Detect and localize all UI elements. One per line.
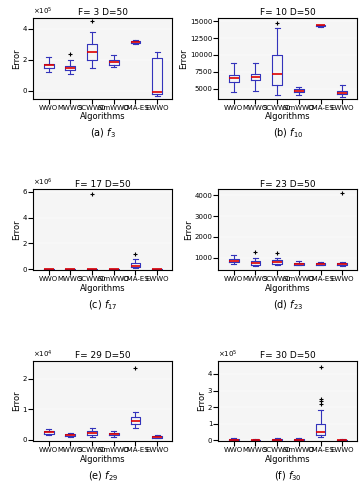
- Y-axis label: Error: Error: [184, 220, 193, 240]
- X-axis label: Algorithms: Algorithms: [265, 455, 311, 464]
- X-axis label: Algorithms: Algorithms: [80, 455, 126, 464]
- Text: (e) $f_{29}$: (e) $f_{29}$: [88, 470, 118, 483]
- Text: (a) $f_{3}$: (a) $f_{3}$: [90, 127, 116, 140]
- X-axis label: Algorithms: Algorithms: [265, 284, 311, 292]
- Text: (b) $f_{10}$: (b) $f_{10}$: [273, 127, 303, 140]
- Text: $\times10^{4}$: $\times10^{4}$: [33, 348, 53, 360]
- Title: F= 30 D=50: F= 30 D=50: [260, 351, 316, 360]
- Text: $\times10^{6}$: $\times10^{6}$: [33, 177, 53, 188]
- Title: F= 23 D=50: F= 23 D=50: [260, 180, 316, 188]
- Title: F= 10 D=50: F= 10 D=50: [260, 8, 316, 17]
- X-axis label: Algorithms: Algorithms: [80, 112, 126, 122]
- Title: F= 29 D=50: F= 29 D=50: [75, 351, 131, 360]
- Text: $\times10^{5}$: $\times10^{5}$: [219, 348, 238, 360]
- Y-axis label: Error: Error: [12, 390, 21, 411]
- Text: $\times10^{5}$: $\times10^{5}$: [33, 6, 53, 17]
- Y-axis label: Error: Error: [12, 48, 21, 68]
- X-axis label: Algorithms: Algorithms: [80, 284, 126, 292]
- X-axis label: Algorithms: Algorithms: [265, 112, 311, 122]
- Title: F= 17 D=50: F= 17 D=50: [75, 180, 131, 188]
- Text: (f) $f_{30}$: (f) $f_{30}$: [274, 470, 302, 483]
- Y-axis label: Error: Error: [197, 390, 206, 411]
- Text: (c) $f_{17}$: (c) $f_{17}$: [88, 298, 118, 312]
- Text: (d) $f_{23}$: (d) $f_{23}$: [273, 298, 303, 312]
- Title: F= 3 D=50: F= 3 D=50: [78, 8, 128, 17]
- Y-axis label: Error: Error: [179, 48, 188, 68]
- Y-axis label: Error: Error: [12, 220, 21, 240]
